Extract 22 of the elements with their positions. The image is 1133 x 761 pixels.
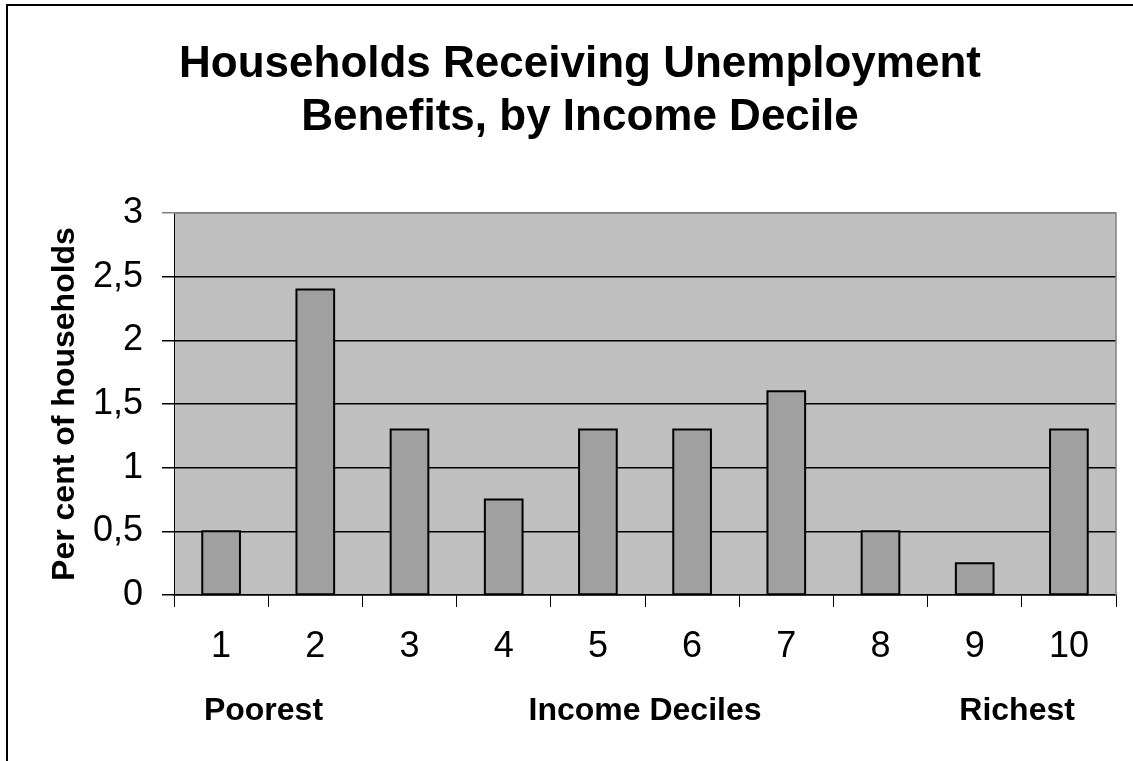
y-tick-label: 1,5 [92,380,143,422]
text: Poorest [203,690,324,727]
y-tick-label: 0,5 [92,508,143,550]
x-tick-label: 6 [682,623,703,665]
y-tick-label: 1 [122,444,143,486]
x-tick-label: 4 [493,623,514,665]
x-tick-label: 7 [776,623,797,665]
y-tick-label: 2,5 [92,253,143,295]
x-tick-label: 1 [211,623,232,665]
x-axis-title: Income Deciles [528,690,762,727]
y-tick-label: 2 [122,317,143,359]
x-tick-label: 3 [399,623,420,665]
x-tick-label: 9 [964,623,985,665]
x-tick-label: 8 [870,623,891,665]
x-tick-label: 2 [305,623,326,665]
chart-title: Households Receiving Unemployment Benefits, by Income Decile [178,36,982,141]
x-tick-label: 5 [587,623,608,665]
x-tick-label: 10 [1048,623,1089,665]
y-tick-label: 0 [122,571,143,613]
y-tick-label: 3 [122,189,143,231]
text: Richest [959,690,1076,727]
y-axis-title: Per cent of households [45,227,82,581]
